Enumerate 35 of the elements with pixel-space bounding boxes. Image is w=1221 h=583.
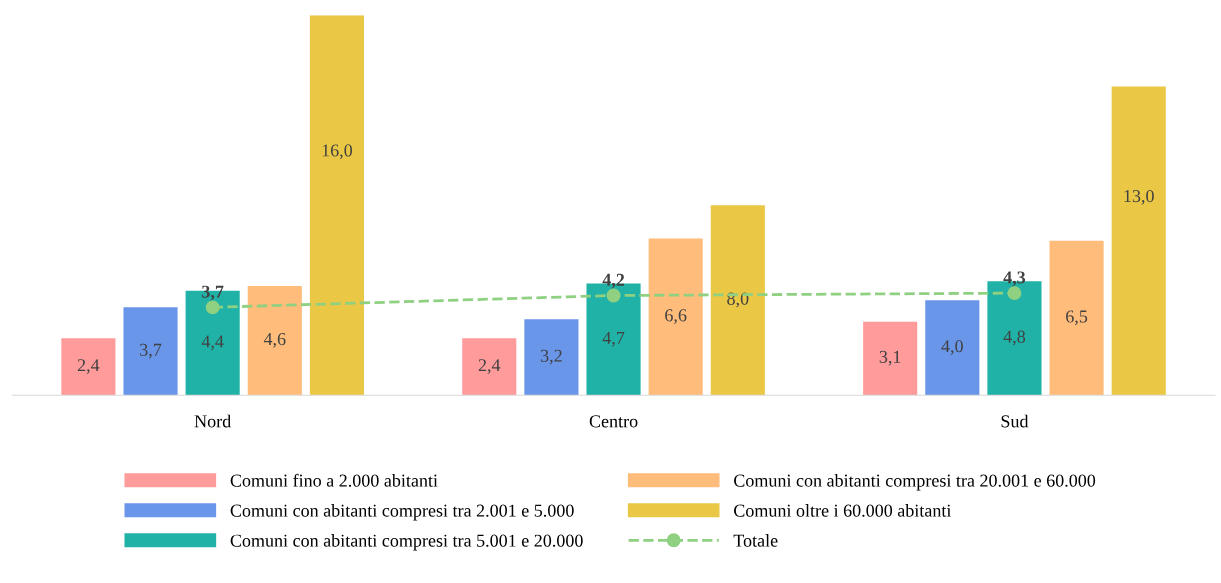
data-label: 4,0 [941,340,963,355]
legend-label: Comuni con abitanti compresi tra 20.001 e 60.000 [734,474,1096,491]
bar [61,338,116,396]
bar [524,319,579,396]
data-label: 4,8 [1003,330,1026,346]
x-tick-label: Nord [194,414,231,428]
data-label: 4,4 [201,335,224,351]
bar [863,321,918,396]
bar [648,238,703,396]
bar [710,205,765,396]
data-label: 6,6 [665,309,687,324]
data-label: 2,4 [478,359,501,374]
x-tick-label: Centro [589,415,638,428]
bar [925,300,980,396]
data-label: 16,0 [322,144,353,160]
bar [1111,86,1166,396]
data-label: 3,1 [879,350,901,366]
data-label: 3,7 [140,343,162,359]
x-tick-label: Sud [1001,414,1029,428]
legend-label: Comuni oltre i 60.000 abitanti [734,504,952,517]
data-label: 4,7 [602,331,625,347]
bar [462,338,517,396]
legend-label: Comuni con abitanti compresi tra 5.001 e 20.000 [230,534,583,551]
legend-label: Totale [733,534,778,547]
data-label: 3,2 [540,349,562,365]
bar [309,15,364,396]
data-label: 6,5 [1066,310,1088,326]
legend-label: Comuni con abitanti compresi tra 2.001 e 5.000 [230,504,574,521]
bar [247,285,302,396]
bar [123,307,178,396]
data-label: 4,6 [263,333,286,348]
data-label: 2,4 [77,359,100,374]
legend-label: Comuni fino a 2.000 abitanti [230,473,438,487]
bar [1049,240,1104,396]
data-label: 13,0 [1124,189,1154,205]
